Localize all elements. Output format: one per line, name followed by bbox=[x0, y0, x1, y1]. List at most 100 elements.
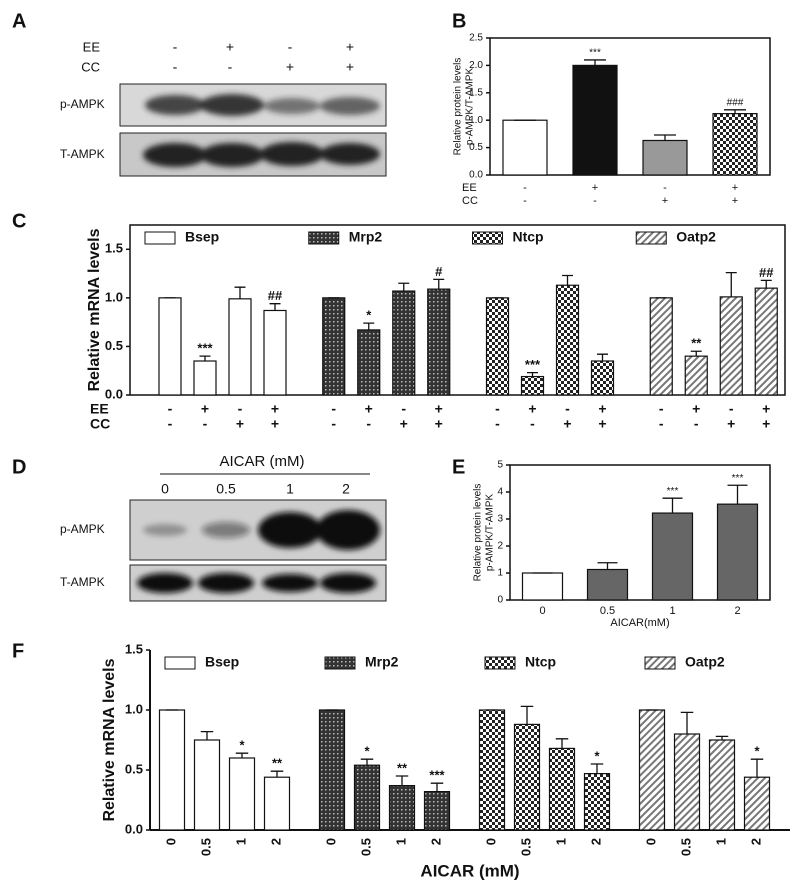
y-tick-label: 0.0 bbox=[469, 170, 483, 181]
x-sign: - bbox=[663, 182, 667, 194]
bar bbox=[263, 309, 287, 396]
x-sign: - bbox=[168, 401, 173, 417]
error-bar bbox=[590, 763, 604, 774]
error-bar bbox=[562, 274, 573, 286]
error-bar bbox=[662, 497, 683, 514]
x-tick-label: 0 bbox=[539, 605, 545, 617]
x-sign: - bbox=[694, 416, 699, 432]
lane-label: 2 bbox=[342, 481, 350, 497]
x-sign: + bbox=[732, 182, 738, 194]
x-sign: + bbox=[236, 416, 244, 432]
y-tick-label: 0 bbox=[497, 595, 503, 606]
y-tick-label: 3 bbox=[497, 514, 503, 525]
significance-label: * bbox=[594, 748, 600, 763]
error-bar bbox=[750, 758, 764, 778]
error-bar bbox=[654, 134, 676, 141]
x-sign: + bbox=[435, 416, 443, 432]
legend-label: Bsep bbox=[205, 654, 239, 670]
significance-label: * bbox=[366, 308, 372, 323]
x-sign: + bbox=[732, 195, 738, 207]
significance-label: ** bbox=[691, 336, 702, 351]
y-axis-label: p-AMPK/T-AMPK bbox=[465, 68, 476, 146]
bar bbox=[478, 709, 506, 831]
x-sign: - bbox=[401, 401, 406, 417]
error-bar bbox=[527, 372, 538, 377]
legend-label: Oatp2 bbox=[676, 229, 716, 245]
legend-swatch bbox=[644, 656, 676, 670]
x-sign: - bbox=[523, 182, 527, 194]
error-bar bbox=[234, 286, 246, 299]
y-tick-label: 0.5 bbox=[125, 761, 143, 776]
error-bar bbox=[727, 484, 748, 505]
panel-label: F bbox=[12, 640, 24, 662]
x-sign: - bbox=[238, 401, 243, 417]
error-bar bbox=[235, 752, 249, 758]
bar bbox=[743, 776, 771, 831]
legend-swatch bbox=[484, 656, 516, 670]
y-tick-label: 0.5 bbox=[469, 142, 483, 153]
bar bbox=[513, 723, 541, 831]
plot-frame bbox=[489, 37, 771, 176]
error-bar bbox=[433, 278, 445, 290]
significance-label: ## bbox=[759, 265, 774, 280]
bar bbox=[642, 139, 688, 176]
x-sign: - bbox=[168, 416, 173, 432]
blot-sign: - bbox=[173, 39, 178, 55]
x-tick-label: 0 bbox=[483, 838, 498, 845]
x-row-label: CC bbox=[462, 195, 478, 207]
x-sign: - bbox=[331, 401, 336, 417]
blot-row-label: EE bbox=[83, 39, 101, 54]
x-sign: + bbox=[592, 182, 598, 194]
y-tick-label: 0.5 bbox=[105, 338, 123, 353]
x-tick-label: 0 bbox=[163, 838, 178, 845]
panel-label: D bbox=[12, 456, 26, 478]
x-sign: + bbox=[727, 416, 735, 432]
bar bbox=[555, 284, 580, 396]
x-tick-label: 0.5 bbox=[600, 605, 615, 617]
plot-frame bbox=[509, 464, 771, 601]
band-label: T-AMPK bbox=[60, 147, 105, 161]
x-sign: + bbox=[528, 401, 536, 417]
error-bar bbox=[269, 303, 281, 311]
error-bar bbox=[395, 775, 409, 786]
blot-sign: - bbox=[228, 59, 233, 75]
bar bbox=[754, 287, 778, 396]
error-bar bbox=[584, 59, 606, 66]
y-axis-label: Relative mRNA levels bbox=[86, 228, 103, 391]
blot-sign: - bbox=[288, 39, 293, 55]
bar bbox=[158, 297, 182, 396]
x-tick-label: 1 bbox=[233, 838, 248, 845]
error-bar bbox=[760, 279, 772, 289]
x-sign: + bbox=[762, 416, 770, 432]
panel-label: E bbox=[452, 456, 465, 478]
bar bbox=[423, 790, 451, 831]
error-bar bbox=[690, 350, 702, 357]
x-tick-label: 0.5 bbox=[518, 838, 533, 856]
significance-label: ** bbox=[397, 760, 408, 775]
x-tick-label: 2 bbox=[748, 838, 763, 845]
x-sign: - bbox=[523, 195, 527, 207]
blot-sign: + bbox=[286, 59, 294, 75]
lane-label: 0 bbox=[161, 481, 169, 497]
error-bar bbox=[199, 355, 211, 361]
lane-label: 1 bbox=[286, 481, 294, 497]
x-tick-label: 2 bbox=[268, 838, 283, 845]
band-label: p-AMPK bbox=[60, 97, 105, 111]
error-bar bbox=[520, 705, 534, 725]
bar bbox=[583, 772, 611, 831]
y-axis-label: Relative protein levels bbox=[473, 484, 484, 582]
legend-label: Mrp2 bbox=[365, 654, 399, 670]
x-tick-label: 2 bbox=[734, 605, 740, 617]
bar bbox=[158, 709, 186, 831]
y-axis-label: p-AMPK/T-AMPK bbox=[485, 494, 496, 572]
x-sign: + bbox=[400, 416, 408, 432]
x-sign: - bbox=[593, 195, 597, 207]
error-bar bbox=[597, 353, 608, 361]
x-tick-label: 0 bbox=[643, 838, 658, 845]
bar bbox=[228, 298, 252, 396]
significance-label: * bbox=[239, 738, 245, 753]
significance-label: *** bbox=[732, 473, 744, 484]
legend-label: Ntcp bbox=[525, 654, 556, 670]
bar bbox=[388, 784, 416, 831]
bar bbox=[520, 375, 545, 396]
